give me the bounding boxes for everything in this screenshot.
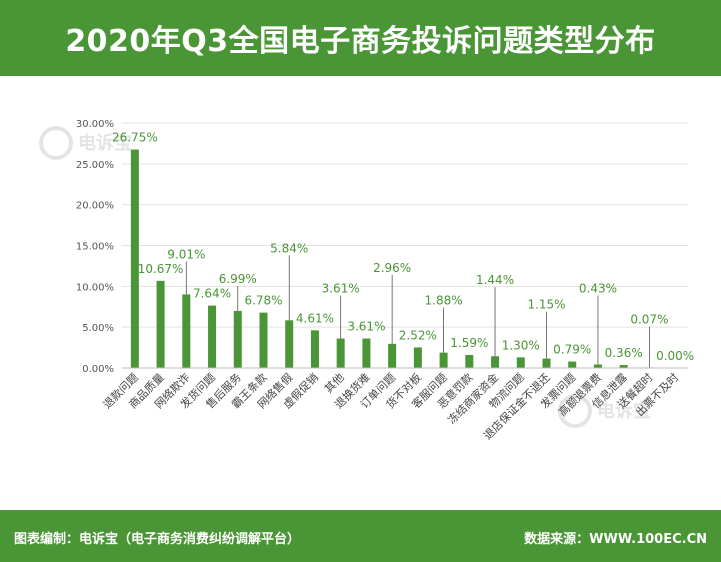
bar	[362, 338, 371, 368]
data-label: 6.99%	[219, 272, 257, 286]
y-tick-label: 5.00%	[82, 323, 114, 334]
chart-title-banner: 2020年Q3全国电子商务投诉问题类型分布	[0, 0, 721, 76]
data-label: 0.07%	[630, 312, 668, 326]
bar	[568, 361, 577, 368]
bar	[182, 294, 191, 368]
leader-lines	[185, 255, 650, 368]
bar	[439, 352, 448, 368]
data-label: 3.61%	[322, 282, 360, 296]
data-label: 5.84%	[270, 241, 308, 255]
y-tick-label: 10.00%	[76, 282, 114, 293]
data-label: 6.78%	[244, 294, 282, 308]
chart-title: 2020年Q3全国电子商务投诉问题类型分布	[65, 24, 656, 59]
data-label: 0.00%	[656, 349, 694, 363]
footer-bar: 图表编制：电诉宝（电子商务消费纠纷调解平台） 数据来源：WWW.100EC.CN	[0, 510, 721, 562]
footer-source: 数据来源：WWW.100EC.CN	[524, 532, 707, 547]
watermark-logo: 电诉宝	[39, 126, 132, 160]
bar	[516, 357, 525, 368]
watermark-logo-2: 电诉宝	[558, 394, 651, 428]
data-label: 3.61%	[347, 320, 385, 334]
data-label: 4.61%	[296, 311, 334, 325]
data-label: 1.88%	[425, 294, 463, 308]
bar	[208, 305, 217, 368]
footer-credit: 图表编制：电诉宝（电子商务消费纠纷调解平台）	[14, 532, 301, 547]
bar-chart: 电诉宝 电诉宝 0.00% 5.00% 10.00% 15.00% 20.00% 25.0…	[39, 119, 694, 442]
bar	[542, 358, 551, 368]
y-tick-label: 15.00%	[76, 242, 114, 253]
data-label: 10.67%	[138, 262, 184, 276]
bar	[259, 312, 268, 368]
y-tick-label: 20.00%	[76, 201, 114, 212]
bar	[285, 320, 294, 368]
bar	[310, 330, 319, 368]
data-label: 2.96%	[373, 261, 411, 275]
bar	[388, 343, 397, 368]
watermark-text-2: 电诉宝	[597, 400, 651, 422]
bar	[413, 347, 422, 368]
bar	[593, 364, 602, 368]
watermark-text: 电诉宝	[78, 132, 132, 154]
data-label: 2.52%	[399, 328, 437, 342]
bar	[491, 356, 500, 368]
data-label: 1.15%	[527, 298, 565, 312]
y-axis: 0.00% 5.00% 10.00% 15.00% 20.00% 25.00% 30.00%	[76, 119, 114, 375]
bar	[619, 365, 628, 368]
bar	[465, 355, 474, 368]
y-tick-label: 25.00%	[76, 160, 114, 171]
data-label: 1.59%	[450, 336, 488, 350]
bar	[336, 338, 345, 368]
y-tick-label: 0.00%	[82, 364, 114, 375]
data-labels: 26.75% 10.67%9.01% 7.64%6.99% 6.78% 5.84% 4.6…	[112, 131, 694, 363]
bar	[130, 149, 139, 368]
data-label: 7.64%	[193, 287, 231, 301]
bars	[130, 149, 654, 368]
y-tick-label: 30.00%	[76, 119, 114, 130]
data-label: 26.75%	[112, 131, 158, 145]
data-label: 0.79%	[553, 343, 591, 357]
data-label: 0.43%	[579, 281, 617, 295]
data-label: 1.30%	[502, 338, 540, 352]
data-label: 1.44%	[476, 273, 514, 287]
data-label: 9.01%	[167, 247, 205, 261]
data-label: 0.36%	[605, 346, 643, 360]
bar	[156, 280, 165, 368]
bar	[233, 310, 242, 368]
